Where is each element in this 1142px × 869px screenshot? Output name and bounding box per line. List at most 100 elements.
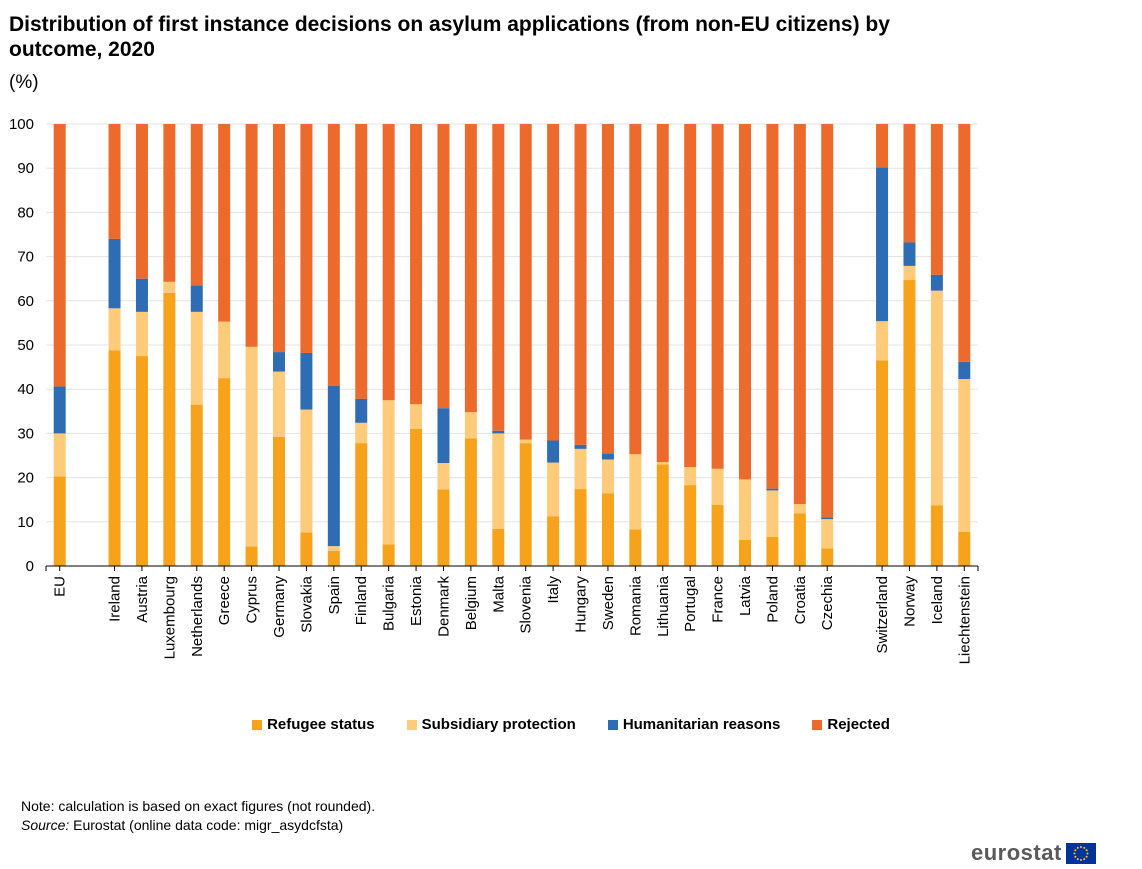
bar-refugee: [519, 443, 532, 566]
chart-title: Distribution of first instance decisions…: [9, 13, 890, 61]
x-tick-label: EU: [52, 576, 69, 597]
bar-rejected: [355, 124, 368, 399]
stacked-bar-chart: 0 10 20 30 40 50 60 70 80 90 100 EU Ireland Austria Lu…: [9, 116, 979, 664]
bar-subsidiary: [766, 490, 779, 537]
bar-rejected: [437, 124, 450, 409]
y-tick-label: 80: [17, 204, 34, 221]
y-tick-label: 70: [17, 249, 34, 266]
x-tick-label: Lithuania: [655, 575, 672, 637]
legend-label-subsidiary: Subsidiary protection: [421, 716, 576, 733]
bar-refugee: [108, 350, 121, 566]
bar-humanitarian: [492, 430, 505, 434]
bar-rejected: [190, 124, 203, 286]
bar-rejected: [273, 124, 285, 353]
bar-subsidiary: [327, 546, 340, 551]
bar-subsidiary: [108, 308, 121, 351]
x-tick-label: Finland: [353, 576, 370, 625]
bar-humanitarian: [355, 398, 368, 423]
y-tick-label: 10: [17, 514, 34, 531]
legend-swatch-refugee: [252, 719, 263, 730]
x-tick-label: Romania: [627, 575, 644, 636]
bar-rejected: [300, 124, 313, 353]
bar-humanitarian: [766, 488, 779, 491]
bar-refugee: [711, 505, 724, 566]
bar-subsidiary: [629, 454, 642, 530]
bar-humanitarian: [53, 386, 66, 434]
legend-item-refugee: Refugee status: [252, 716, 375, 733]
bar-rejected: [327, 124, 340, 386]
bar-subsidiary: [492, 433, 505, 529]
y-tick-label: 40: [17, 381, 34, 398]
bar-rejected: [547, 124, 560, 441]
bar-subsidiary: [711, 468, 724, 506]
legend-label-rejected: Rejected: [827, 716, 890, 733]
bar-rejected: [739, 124, 751, 480]
footnote: Note: calculation is based on exact figu…: [21, 797, 375, 835]
bar-subsidiary: [903, 265, 916, 281]
bar-rejected: [876, 124, 889, 168]
x-tick-label: Slovenia: [518, 575, 535, 633]
eurostat-logo: eurostat: [971, 840, 1096, 866]
bar-rejected: [711, 124, 724, 469]
y-tick-label: 100: [9, 116, 34, 133]
bar-refugee: [464, 438, 477, 566]
bar-subsidiary: [410, 404, 423, 429]
x-tick-label: Cyprus: [244, 576, 261, 624]
bar-subsidiary: [821, 519, 834, 549]
bar-rejected: [53, 124, 66, 387]
x-tick-label: Poland: [764, 576, 781, 623]
bar-subsidiary: [601, 459, 614, 494]
bar-subsidiary: [793, 504, 806, 514]
logo-text: eurostat: [971, 840, 1062, 865]
bar-humanitarian: [601, 453, 614, 460]
bar-humanitarian: [437, 408, 450, 464]
bar-subsidiary: [656, 462, 669, 465]
legend-swatch-subsidiary: [406, 719, 417, 730]
x-tick-label: Germany: [271, 576, 288, 638]
bar-subsidiary: [163, 281, 176, 293]
bar-rejected: [629, 124, 642, 455]
bar-subsidiary: [190, 311, 203, 405]
bar-refugee: [355, 443, 368, 566]
bar-humanitarian: [108, 238, 121, 309]
y-tick-label: 0: [26, 558, 34, 575]
bar-refugee: [821, 548, 834, 566]
bar-subsidiary: [464, 412, 477, 439]
bar-refugee: [766, 536, 779, 566]
x-tick-label: Spain: [326, 576, 343, 614]
bar-rejected: [492, 124, 505, 431]
bar-rejected: [574, 124, 587, 445]
y-tick-label: 90: [17, 160, 34, 177]
bar-subsidiary: [245, 346, 258, 547]
bar-subsidiary: [930, 290, 943, 506]
legend-swatch-rejected: [812, 719, 823, 730]
x-tick-label: Greece: [216, 576, 233, 625]
x-tick-label: France: [710, 576, 727, 623]
x-tick-label: Norway: [901, 576, 918, 627]
bar-subsidiary: [218, 321, 231, 379]
bar-subsidiary: [958, 379, 971, 532]
bar-refugee: [684, 485, 697, 566]
x-tick-label: Italy: [545, 576, 562, 604]
y-tick-label: 60: [17, 293, 34, 310]
bar-rejected: [108, 124, 121, 239]
bar-refugee: [574, 489, 587, 566]
x-tick-label: Netherlands: [189, 576, 206, 657]
bar-rejected: [245, 124, 258, 347]
bar-refugee: [327, 550, 340, 566]
bar-rejected: [601, 124, 614, 454]
bar-subsidiary: [547, 462, 560, 517]
bar-refugee: [410, 428, 423, 566]
source-label: Source:: [21, 817, 70, 833]
x-tick-label: Hungary: [573, 576, 590, 633]
y-tick-label: 30: [17, 425, 34, 442]
bar-rejected: [218, 124, 231, 322]
x-tick-label: Malta: [490, 575, 507, 612]
bar-subsidiary: [876, 321, 889, 361]
legend-label-refugee: Refugee status: [267, 716, 375, 733]
x-tick-label: Bulgaria: [381, 575, 398, 631]
bar-subsidiary: [519, 439, 532, 444]
bar-refugee: [190, 404, 203, 566]
bar-humanitarian: [190, 285, 203, 312]
bar-rejected: [958, 124, 971, 362]
